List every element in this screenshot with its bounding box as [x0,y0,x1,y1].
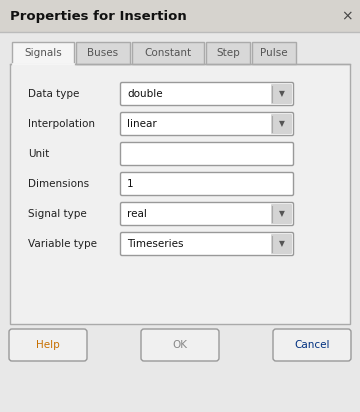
Text: Step: Step [216,48,240,58]
Text: linear: linear [127,119,157,129]
FancyBboxPatch shape [121,143,293,166]
Bar [252,42,296,64]
Text: ▼: ▼ [279,89,285,98]
Text: Signal type: Signal type [28,209,87,219]
Text: Properties for Insertion: Properties for Insertion [10,9,187,23]
FancyBboxPatch shape [271,204,292,224]
FancyBboxPatch shape [121,232,293,255]
Text: Signals: Signals [24,48,62,58]
Text: Cancel: Cancel [294,340,330,350]
FancyBboxPatch shape [271,234,292,254]
Text: OK: OK [172,340,188,350]
Text: ▼: ▼ [279,239,285,248]
Text: Interpolation: Interpolation [28,119,95,129]
Bar [132,42,204,64]
Text: Dimensions: Dimensions [28,179,89,189]
Text: ×: × [341,9,353,23]
Text: ▼: ▼ [279,119,285,129]
FancyBboxPatch shape [121,112,293,136]
Text: Data type: Data type [28,89,79,99]
Bar [296,42,360,64]
FancyBboxPatch shape [273,329,351,361]
Bar [0,0,360,32]
FancyBboxPatch shape [121,173,293,196]
FancyBboxPatch shape [271,114,292,134]
Text: real: real [127,209,147,219]
Text: Pulse: Pulse [260,48,288,58]
Text: Buses: Buses [87,48,118,58]
Bar [76,42,130,64]
Text: 1: 1 [127,179,134,189]
FancyBboxPatch shape [141,329,219,361]
Text: Timeseries: Timeseries [127,239,184,249]
FancyBboxPatch shape [121,203,293,225]
Text: double: double [127,89,163,99]
Text: ▼: ▼ [279,209,285,218]
Text: Constant: Constant [144,48,192,58]
FancyBboxPatch shape [9,329,87,361]
Bar [206,42,250,64]
FancyBboxPatch shape [271,84,292,104]
Bar [10,64,350,324]
Bar [12,42,74,64]
Text: Variable type: Variable type [28,239,97,249]
FancyBboxPatch shape [121,82,293,105]
Text: Help: Help [36,340,60,350]
Text: Unit: Unit [28,149,49,159]
